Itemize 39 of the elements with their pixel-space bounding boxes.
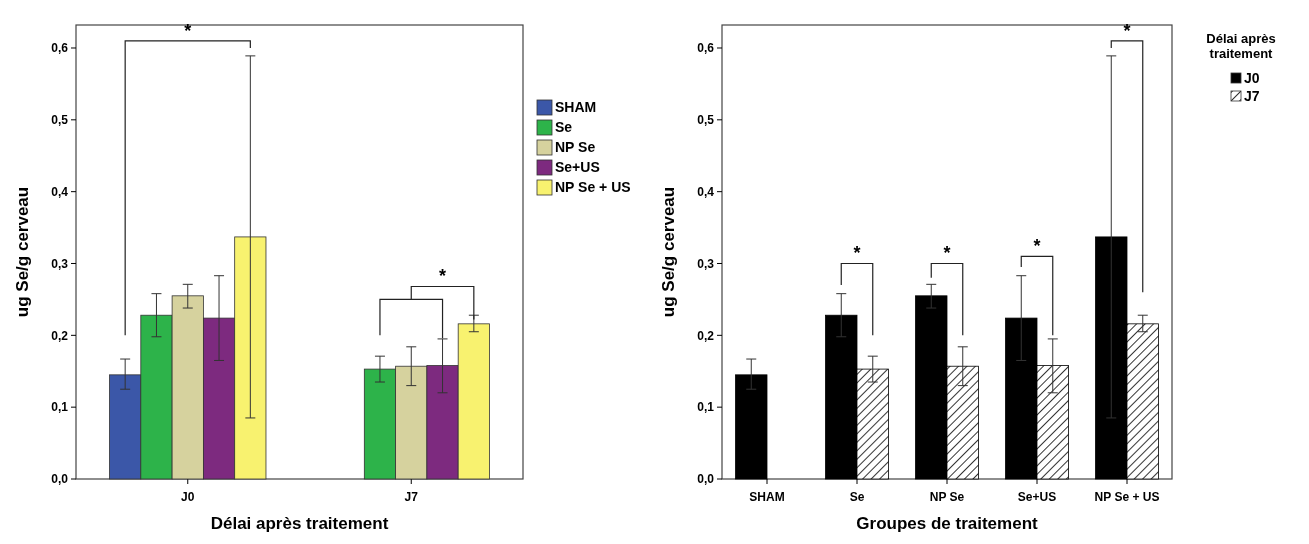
x-tick-label: Se+US [1017,490,1057,504]
y-tick-label: 0,5 [697,113,715,128]
legend-label: NP Se [555,139,596,156]
x-tick-label: Se [849,490,865,504]
x-tick-label: NP Se + US [1094,490,1160,504]
y-tick-label: 0,6 [697,41,715,56]
legend-label: J0 [1244,69,1260,86]
y-axis-title: ug Se/g cerveau [659,186,678,318]
x-axis-title: Groupes de traitement [856,514,1039,533]
y-axis-title: ug Se/g cerveau [13,186,32,318]
y-tick-label: 0,1 [697,400,715,415]
x-tick-label: NP Se [929,490,965,504]
legend-title: Délai après traitement [1206,31,1276,61]
y-tick-label: 0,2 [697,328,715,343]
x-tick-label: J7 [404,490,419,504]
y-tick-label: 0,4 [51,184,69,199]
legend-label: SHAM [555,99,597,116]
y-tick-label: 0,0 [51,472,69,487]
legend-label: Se+US [555,159,600,176]
y-tick-label: 0,4 [697,184,715,199]
x-tick-label: J0 [181,490,195,504]
annotation: * [1033,236,1041,257]
annotation: * [943,243,951,264]
annotation: * [853,243,861,264]
y-tick-label: 0,6 [51,41,69,56]
x-axis-title: Délai après traitement [210,514,389,533]
y-tick-label: 0,5 [51,113,69,128]
y-tick-label: 0,3 [51,256,69,271]
y-tick-label: 0,2 [51,328,69,343]
legend-label: Se [555,119,573,136]
annotation: * [184,20,192,41]
y-tick-label: 0,1 [51,400,69,415]
y-tick-label: 0,0 [697,472,715,487]
x-tick-label: SHAM [749,490,785,504]
y-tick-label: 0,3 [697,256,715,271]
legend-label: J7 [1244,87,1260,104]
legend-label: NP Se + US [555,179,631,196]
annotation: * [1123,20,1131,41]
annotation: * [439,266,447,287]
